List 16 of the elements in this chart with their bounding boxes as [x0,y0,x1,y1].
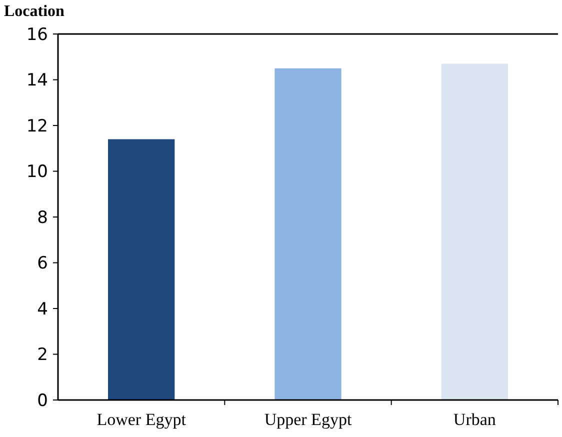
x-tick-label: Lower Egypt [96,410,186,429]
chart-title: Location [4,3,65,20]
y-tick-label: 12 [26,116,48,136]
y-tick-label: 14 [26,70,48,91]
y-tick-label: 0 [37,390,48,411]
bar [441,64,508,400]
y-tick-label: 10 [26,162,48,182]
y-tick-label: 4 [37,299,48,320]
x-tick-label: Urban [453,410,496,429]
x-tick-label: Upper Egypt [264,410,352,429]
y-tick-label: 6 [37,254,48,274]
y-tick-label: 16 [26,24,48,45]
bar [274,68,342,400]
bar [108,139,175,400]
y-tick-label: 2 [37,345,48,366]
y-tick-label: 8 [37,208,48,228]
